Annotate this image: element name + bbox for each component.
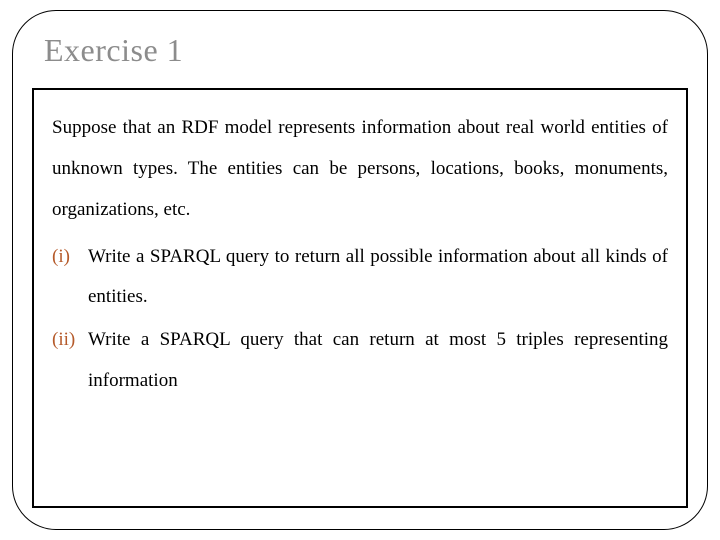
list-item: (i) Write a SPARQL query to return all p… bbox=[52, 237, 668, 319]
list-text: Write a SPARQL query to return all possi… bbox=[88, 246, 668, 308]
intro-paragraph: Suppose that an RDF model represents inf… bbox=[52, 108, 668, 231]
content-box: Suppose that an RDF model represents inf… bbox=[32, 88, 688, 508]
list-text: Write a SPARQL query that can return at … bbox=[88, 329, 668, 391]
list-marker: (i) bbox=[52, 237, 70, 278]
slide: Exercise 1 Suppose that an RDF model rep… bbox=[0, 0, 720, 540]
slide-title: Exercise 1 bbox=[44, 32, 183, 69]
list-item: (ii) Write a SPARQL query that can retur… bbox=[52, 320, 668, 402]
exercise-list: (i) Write a SPARQL query to return all p… bbox=[52, 237, 668, 402]
list-marker: (ii) bbox=[52, 320, 75, 361]
